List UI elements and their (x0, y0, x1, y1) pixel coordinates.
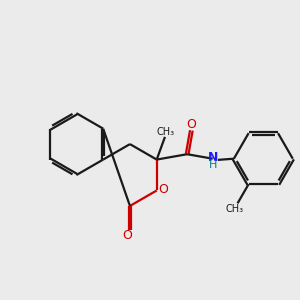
Text: O: O (158, 182, 168, 196)
Text: CH₃: CH₃ (226, 204, 244, 214)
Text: H: H (209, 160, 218, 170)
Text: N: N (208, 151, 218, 164)
Text: O: O (186, 118, 196, 131)
Text: CH₃: CH₃ (157, 127, 175, 136)
Text: O: O (122, 229, 132, 242)
